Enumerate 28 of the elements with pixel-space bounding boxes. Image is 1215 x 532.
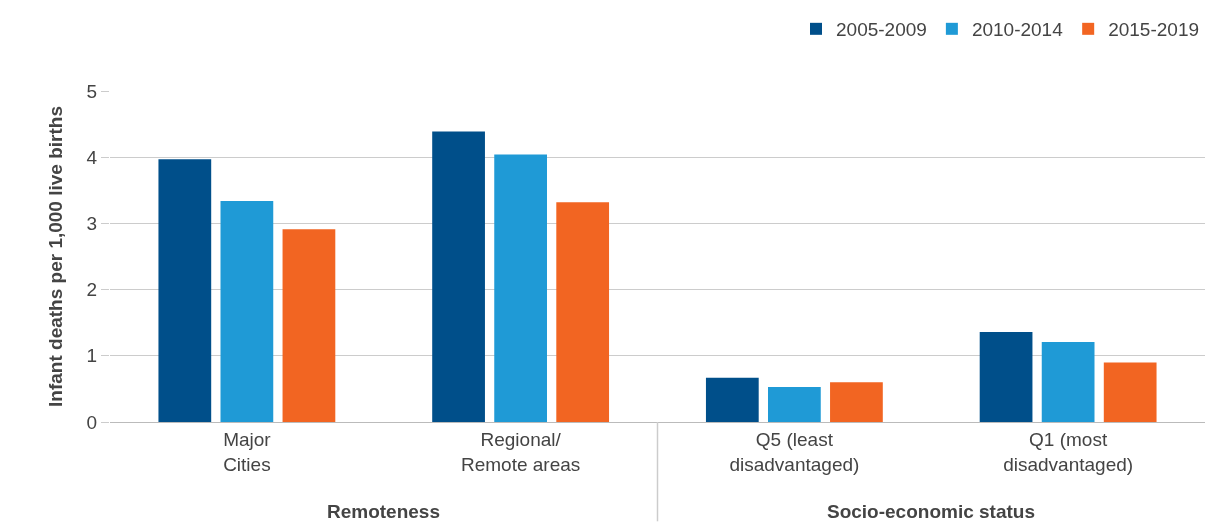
y-tick-label: 1 — [86, 345, 98, 367]
legend-label: 2005-2009 — [836, 19, 927, 41]
bar — [768, 386, 821, 422]
y-tick-label: 3 — [86, 213, 98, 235]
text: Socio-economic status — [827, 501, 1035, 522]
bar — [556, 202, 610, 422]
bar — [432, 131, 485, 422]
bar — [830, 382, 883, 422]
y-tick-label: 5 — [86, 80, 98, 102]
y-tick-label: 2 — [86, 279, 98, 301]
y-axis-title: Infant deaths per 1,000 live births — [45, 106, 66, 407]
x-tick-label: Regional/ Remote areas — [460, 428, 581, 475]
y-tick-label: 4 — [86, 146, 98, 168]
bar — [220, 200, 274, 422]
bar — [705, 377, 759, 422]
legend-label: 2010-2014 — [971, 19, 1064, 41]
x-tick-label: Q5 (least disadvantaged) — [729, 428, 860, 475]
legend-label: 2015-2019 — [1108, 19, 1200, 41]
bar — [494, 154, 547, 422]
x-tick-label: Major Cities — [223, 428, 272, 475]
bar — [1041, 341, 1095, 422]
y-tick-label: 0 — [86, 411, 98, 433]
bar — [979, 331, 1033, 422]
bar — [158, 159, 212, 422]
text: Remoteness — [327, 501, 440, 522]
bar — [282, 229, 336, 422]
bar — [1103, 362, 1157, 422]
x-tick-label: Q1 (most disadvantaged) — [1003, 428, 1134, 475]
